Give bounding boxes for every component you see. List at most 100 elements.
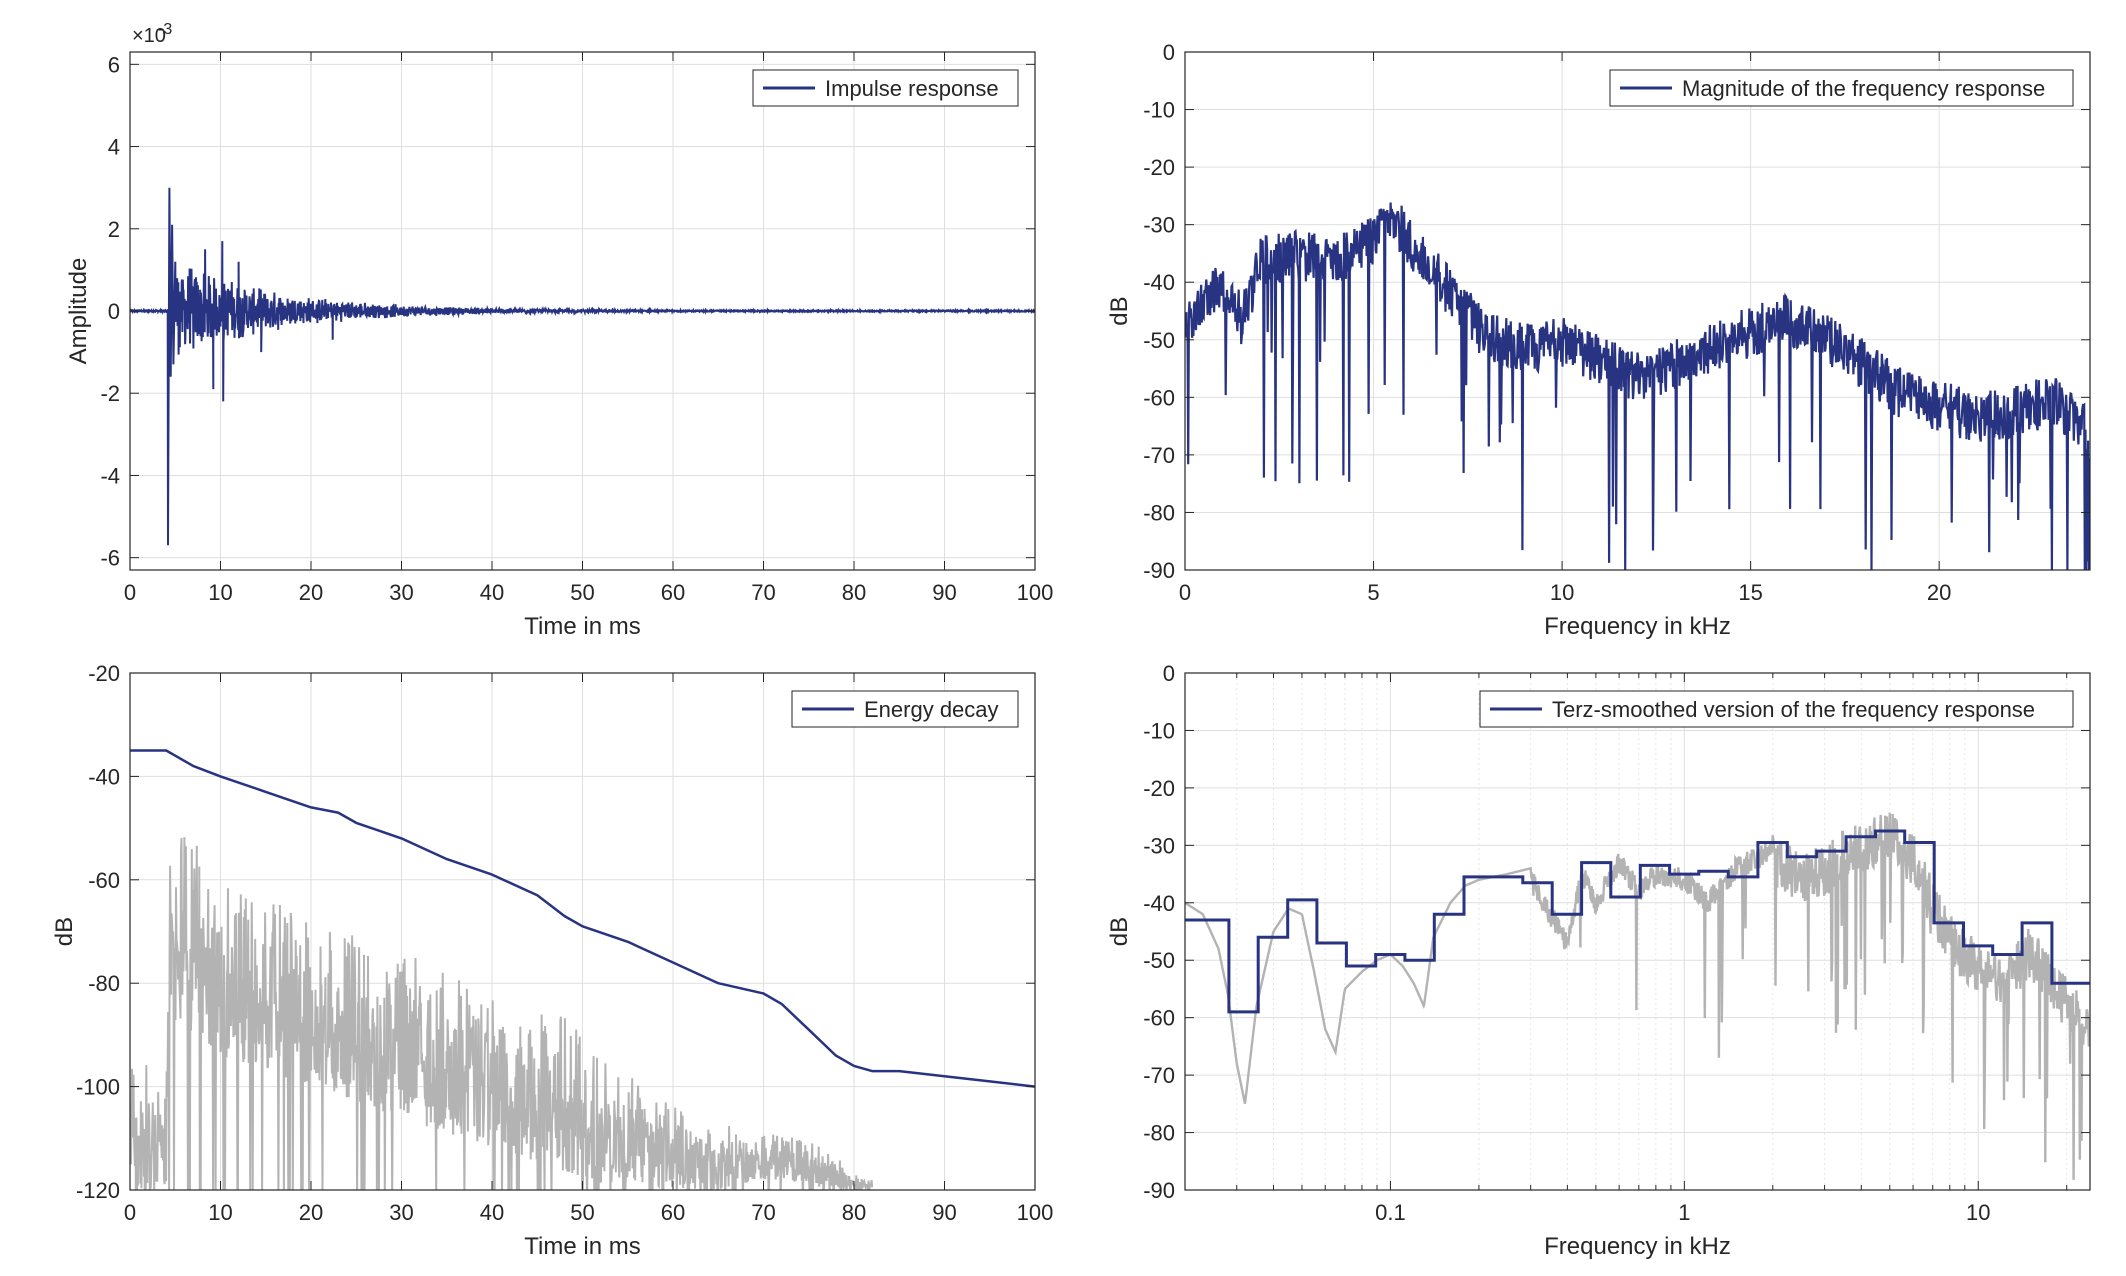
terz-y-tick-label: -90 (1143, 1178, 1175, 1203)
decay-y-tick-label: -100 (76, 1075, 120, 1100)
decay-x-tick-label: 10 (208, 1200, 232, 1225)
terz-data (1185, 812, 2090, 1180)
decay-x-tick-label: 70 (751, 1200, 775, 1225)
magnitude-x-axis-label: Frequency in kHz (1544, 613, 1731, 640)
terz-smoothed-line (1185, 829, 2090, 1014)
impulse-x-tick-label: 100 (1017, 580, 1054, 605)
decay-y-axis-label: dB (51, 917, 78, 946)
impulse-y-tick-label: 6 (108, 52, 120, 77)
impulse-data (130, 187, 1035, 546)
terz-legend-label: Terz-smoothed version of the frequency r… (1552, 697, 2035, 722)
impulse-x-tick-label: 30 (389, 580, 413, 605)
impulse-exponent-power: -3 (158, 21, 172, 38)
decay-legend-label: Energy decay (864, 697, 999, 722)
terz-panel: 0.1 1 10 0 -10 -20 -30 -40 -50 -60 -70 -80 -90 Freque… (1106, 661, 2091, 1260)
terz-x-tick-label: 1 (1678, 1200, 1690, 1225)
magnitude-x-tick-label: 20 (1927, 580, 1951, 605)
decay-x-tick-label: 40 (480, 1200, 504, 1225)
magnitude-x-tick-label: 10 (1550, 580, 1574, 605)
terz-x-axis-label: Frequency in kHz (1544, 1233, 1731, 1260)
terz-y-tick-label: -10 (1143, 718, 1175, 743)
decay-x-tick-label: 100 (1017, 1200, 1054, 1225)
impulse-x-axis-label: Time in ms (524, 613, 640, 640)
impulse-x-tick-label: 10 (208, 580, 232, 605)
impulse-panel: 0 10 20 30 40 50 60 70 80 90 100 -6 -4 -2 0 2 4 6 Time in … (65, 21, 1053, 640)
decay-raw-line (130, 837, 874, 1190)
impulse-legend-label: Impulse response (825, 76, 999, 101)
impulse-x-tick-label: 80 (842, 580, 866, 605)
decay-x-tick-label: 80 (842, 1200, 866, 1225)
magnitude-axes-box (1184, 51, 2091, 571)
magnitude-legend-box (1609, 69, 2074, 107)
impulse-x-tick-label: 0 (124, 580, 136, 605)
magnitude-y-tick-label: -60 (1143, 385, 1175, 410)
terz-x-tick-label: 0.1 (1375, 1200, 1406, 1225)
decay-x-tick-label: 60 (661, 1200, 685, 1225)
magnitude-data (1185, 202, 2090, 570)
energy-decay-line (130, 749, 1035, 1088)
decay-data (130, 749, 1035, 1190)
terz-y-tick-label: -80 (1143, 1121, 1175, 1146)
magnitude-y-tick-label: -70 (1143, 443, 1175, 468)
impulse-legend: Impulse response (752, 69, 1019, 107)
terz-legend-box (1479, 690, 2074, 728)
terz-y-tick-label: -70 (1143, 1063, 1175, 1088)
magnitude-x-tick-label: 0 (1179, 580, 1191, 605)
decay-y-tick-label: -20 (88, 661, 120, 686)
impulse-x-tick-label: 60 (661, 580, 685, 605)
impulse-y-tick-label: 0 (108, 299, 120, 324)
magnitude-y-tick-label: -10 (1143, 98, 1175, 123)
magnitude-y-axis-label: dB (1106, 296, 1133, 325)
decay-x-tick-label: 0 (124, 1200, 136, 1225)
magnitude-panel: 0 5 10 15 20 0 -10 -20 -30 -40 -50 -60 -70 -80 -90 Freq… (1106, 40, 2091, 640)
magnitude-legend: Magnitude of the frequency response (1609, 69, 2074, 107)
impulse-response-line (130, 187, 1035, 546)
impulse-y-tick-label: 4 (108, 135, 120, 160)
magnitude-y-tick-label: 0 (1163, 40, 1175, 65)
impulse-y-tick-label: 2 (108, 217, 120, 242)
terz-axes-box (1184, 672, 2091, 1191)
magnitude-x-tick-label: 15 (1738, 580, 1762, 605)
terz-y-tick-label: 0 (1163, 661, 1175, 686)
terz-y-axis-label: dB (1106, 917, 1133, 946)
terz-y-tick-label: -30 (1143, 833, 1175, 858)
decay-x-tick-label: 90 (932, 1200, 956, 1225)
magnitude-y-tick-label: -40 (1143, 270, 1175, 295)
terz-y-tick-label: -60 (1143, 1006, 1175, 1031)
impulse-x-tick-label: 50 (570, 580, 594, 605)
impulse-y-tick-label: -2 (100, 381, 120, 406)
impulse-x-tick-label: 40 (480, 580, 504, 605)
impulse-x-tick-label: 20 (299, 580, 323, 605)
impulse-x-tick-label: 90 (932, 580, 956, 605)
decay-y-tick-label: -120 (76, 1178, 120, 1203)
magnitude-x-tick-label: 5 (1367, 580, 1379, 605)
decay-panel: 0 10 20 30 40 50 60 70 80 90 100 -20 -40 -60 -80 -100 -1… (51, 661, 1053, 1260)
magnitude-y-tick-label: -90 (1143, 558, 1175, 583)
decay-x-tick-label: 20 (299, 1200, 323, 1225)
impulse-exponent-label: ×10 (132, 25, 166, 47)
decay-x-axis-label: Time in ms (524, 1233, 640, 1260)
decay-x-tick-label: 50 (570, 1200, 594, 1225)
magnitude-y-tick-label: -20 (1143, 155, 1175, 180)
decay-x-tick-label: 30 (389, 1200, 413, 1225)
decay-y-tick-label: -80 (88, 971, 120, 996)
magnitude-y-tick-label: -30 (1143, 213, 1175, 238)
terz-y-tick-label: -40 (1143, 891, 1175, 916)
decay-y-tick-label: -40 (88, 764, 120, 789)
impulse-y-tick-label: -6 (100, 546, 120, 571)
decay-y-tick-label: -60 (88, 868, 120, 893)
impulse-y-tick-label: -4 (100, 463, 120, 488)
impulse-x-tick-label: 70 (751, 580, 775, 605)
terz-x-tick-label: 10 (1966, 1200, 1990, 1225)
terz-y-tick-label: -20 (1143, 776, 1175, 801)
magnitude-y-tick-label: -80 (1143, 500, 1175, 525)
terz-legend: Terz-smoothed version of the frequency r… (1479, 690, 2074, 728)
terz-y-tick-label: -50 (1143, 948, 1175, 973)
magnitude-legend-label: Magnitude of the frequency response (1682, 76, 2045, 101)
decay-legend: Energy decay (791, 690, 1019, 728)
impulse-y-axis-label: Amplitude (65, 258, 92, 365)
magnitude-y-tick-label: -50 (1143, 328, 1175, 353)
magnitude-line (1185, 202, 2090, 570)
